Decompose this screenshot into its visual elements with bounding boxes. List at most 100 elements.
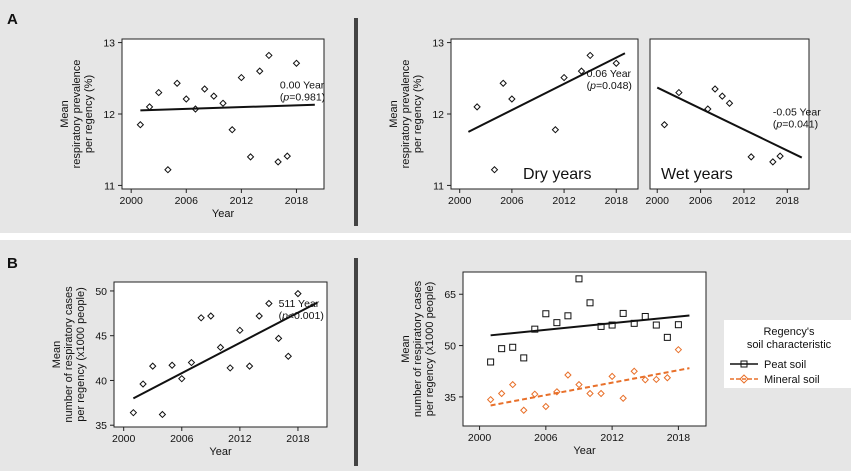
x-tick-label: 2018 — [776, 195, 800, 207]
x-axis-label: Year — [573, 445, 596, 457]
data-point — [675, 88, 683, 97]
fit-line — [490, 367, 690, 407]
data-point — [508, 380, 517, 389]
y-axis-label-line: respiratory prevalence — [400, 60, 412, 169]
series-mineral-soil — [486, 345, 690, 414]
data-point — [136, 121, 145, 129]
y-axis-label-line: Mean — [59, 100, 71, 128]
data-point — [284, 352, 292, 360]
data-point — [619, 309, 627, 317]
data-point — [245, 362, 254, 370]
x-tick-label: 2000 — [120, 195, 144, 207]
data-point — [575, 380, 583, 389]
data-point — [652, 321, 660, 329]
data-point — [674, 345, 683, 354]
data-point — [608, 321, 616, 329]
data-point — [187, 358, 196, 367]
data-point — [586, 51, 594, 60]
fit-annotation: 0.06 Year — [587, 68, 632, 80]
data-point — [586, 299, 594, 307]
data-point — [542, 310, 550, 318]
data-point — [265, 51, 273, 60]
y-axis-label: Mean respiratory prevalence per regency (%… — [388, 60, 424, 169]
data-point — [575, 275, 583, 283]
legend-marker — [740, 360, 748, 368]
data-point — [608, 372, 616, 381]
data-point — [228, 126, 236, 134]
x-tick-label: 2000 — [112, 433, 136, 445]
data-point — [560, 73, 568, 82]
panel-a-divider — [354, 18, 358, 226]
data-point — [237, 73, 246, 82]
y-axis-label: Mean number of respiratory cases per regen… — [400, 280, 436, 417]
data-point — [509, 343, 517, 351]
x-tick-label: 2018 — [286, 433, 310, 445]
fit-line — [656, 86, 803, 159]
data-point — [219, 99, 227, 107]
plot-area — [649, 38, 810, 190]
data-point — [542, 402, 550, 411]
data-point — [663, 333, 671, 341]
y-axis-label-line: Mean — [400, 335, 412, 363]
data-point — [663, 374, 672, 382]
data-point — [473, 103, 481, 111]
fit-annotation: 511 Year — [279, 298, 320, 310]
data-point — [641, 376, 649, 384]
fit-line — [467, 52, 626, 133]
x-axis-label: Year — [212, 208, 235, 220]
plot-area — [121, 38, 325, 190]
x-tick-label: 2018 — [285, 195, 309, 207]
y-axis-label-line: number of respiratory cases — [63, 286, 75, 423]
y-tick-label: 13 — [432, 38, 444, 50]
y-tick-label: 65 — [444, 289, 456, 301]
data-point — [769, 158, 777, 166]
y-tick-label: 35 — [95, 420, 107, 432]
x-tick-label: 2012 — [732, 195, 756, 207]
y-tick-label: 50 — [444, 341, 456, 353]
y-tick-label: 12 — [103, 109, 115, 121]
x-tick-label: 2006 — [500, 195, 524, 207]
data-point — [216, 343, 225, 352]
data-point — [246, 153, 255, 161]
data-point — [164, 166, 172, 174]
data-point — [531, 325, 539, 333]
data-point — [168, 361, 176, 369]
chart-a2: 2000 2006 2012 2018 11 12 13 Mean respiratory pr… — [388, 38, 639, 207]
chart-b2: 2000 2006 2012 2018 35 50 65 Year Mean number of … — [400, 271, 851, 457]
data-point — [674, 321, 682, 329]
data-point — [256, 67, 264, 75]
data-point — [149, 362, 157, 370]
fit-annotation: -0.05 Year — [773, 106, 821, 118]
data-point — [265, 299, 273, 308]
data-point — [486, 395, 495, 404]
fit-line — [140, 103, 315, 112]
y-axis-label-line: per regency (%) — [412, 75, 424, 153]
data-point — [294, 289, 302, 298]
x-tick-label: 2000 — [646, 195, 670, 207]
data-point — [283, 152, 291, 160]
x-tick-label: 2012 — [228, 433, 252, 445]
y-tick-label: 45 — [95, 331, 107, 343]
data-point — [158, 410, 167, 419]
data-point — [200, 85, 209, 93]
data-point — [520, 354, 528, 362]
data-point — [498, 345, 506, 353]
data-point — [236, 326, 244, 335]
panel-a-letter: A — [7, 11, 18, 28]
data-point — [497, 389, 506, 398]
x-axis-label: Year — [209, 446, 232, 458]
data-point — [129, 408, 138, 417]
plot-area — [113, 281, 328, 428]
data-point — [207, 312, 215, 320]
y-tick-label: 50 — [95, 286, 107, 298]
y-axis-label-line: per regency (x1000 people) — [75, 287, 87, 422]
y-tick-label: 11 — [104, 180, 115, 192]
legend-title: Regency's — [763, 326, 815, 338]
data-point — [197, 314, 205, 322]
data-point — [210, 92, 218, 100]
fit-annotation: (p=0.981) — [280, 91, 325, 103]
x-tick-label: 2006 — [689, 195, 713, 207]
fit-annotation: (p=0.048) — [587, 80, 632, 92]
data-point — [553, 319, 561, 327]
